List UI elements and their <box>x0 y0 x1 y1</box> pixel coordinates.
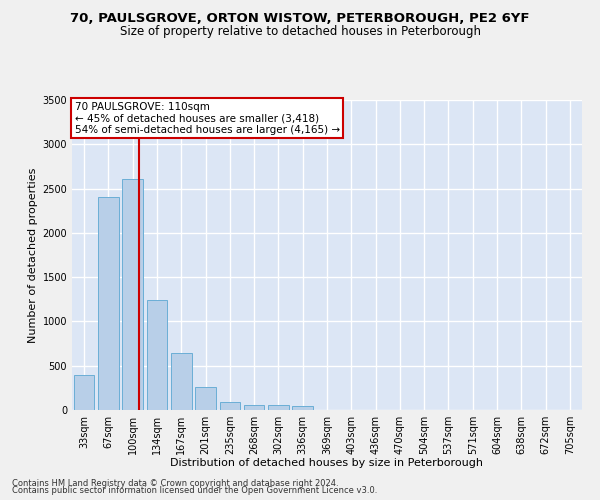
Bar <box>146 300 167 410</box>
Bar <box>122 179 143 410</box>
Text: 70 PAULSGROVE: 110sqm
← 45% of detached houses are smaller (3,418)
54% of semi-d: 70 PAULSGROVE: 110sqm ← 45% of detached … <box>74 102 340 134</box>
Bar <box>98 198 119 410</box>
X-axis label: Distribution of detached houses by size in Peterborough: Distribution of detached houses by size … <box>170 458 484 468</box>
Bar <box>244 404 265 410</box>
Bar <box>220 402 240 410</box>
Bar <box>74 376 94 410</box>
Bar <box>195 388 216 410</box>
Bar <box>268 405 289 410</box>
Text: Size of property relative to detached houses in Peterborough: Size of property relative to detached ho… <box>119 25 481 38</box>
Text: 70, PAULSGROVE, ORTON WISTOW, PETERBOROUGH, PE2 6YF: 70, PAULSGROVE, ORTON WISTOW, PETERBOROU… <box>70 12 530 26</box>
Text: Contains public sector information licensed under the Open Government Licence v3: Contains public sector information licen… <box>12 486 377 495</box>
Bar <box>171 354 191 410</box>
Y-axis label: Number of detached properties: Number of detached properties <box>28 168 38 342</box>
Bar <box>292 406 313 410</box>
Text: Contains HM Land Registry data © Crown copyright and database right 2024.: Contains HM Land Registry data © Crown c… <box>12 478 338 488</box>
